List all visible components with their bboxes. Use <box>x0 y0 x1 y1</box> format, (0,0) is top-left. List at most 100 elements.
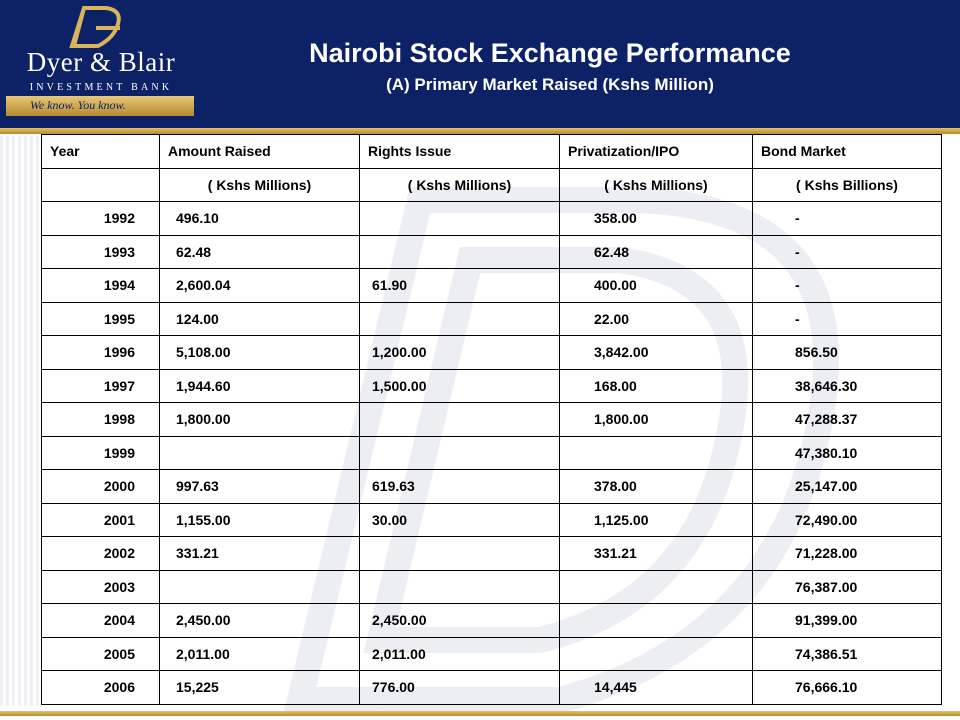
cell-amount-raised: 2,600.04 <box>159 268 360 303</box>
page-title: Nairobi Stock Exchange Performance <box>309 38 791 68</box>
cell-amount-raised: 124.00 <box>159 301 360 336</box>
units-row: ( Kshs Millions)( Kshs Millions)( Kshs M… <box>41 167 942 202</box>
cell-rights-issue: 1,200.00 <box>359 335 560 370</box>
cell-amount-raised: 2,450.00 <box>159 603 360 638</box>
cell-year: 2006 <box>41 670 160 705</box>
cell-rights-issue <box>359 201 560 236</box>
cell-year: 2005 <box>41 636 160 671</box>
header-rights-issue: Rights Issue <box>359 134 560 169</box>
cell-rights-issue <box>359 435 560 470</box>
dyer-blair-logo: Dyer & Blair INVESTMENT BANK We know. Yo… <box>0 0 200 128</box>
cell-amount-raised: 1,800.00 <box>159 402 360 437</box>
cell-bond-market: 47,380.10 <box>752 435 942 470</box>
cell-rights-issue: 776.00 <box>359 670 560 705</box>
table-row: 2001 1,155.00 30.00 1,125.00 72,490.00 <box>41 502 942 537</box>
cell-privatization-ipo <box>559 569 753 604</box>
cell-bond-market: - <box>752 268 942 303</box>
cell-privatization-ipo: 168.00 <box>559 368 753 403</box>
header-band: Dyer & Blair INVESTMENT BANK We know. Yo… <box>0 0 960 128</box>
cell-privatization-ipo: 400.00 <box>559 268 753 303</box>
side-stripes <box>0 136 42 706</box>
header-year: Year <box>41 134 160 169</box>
cell-bond-market: - <box>752 234 942 269</box>
cell-year: 1999 <box>41 435 160 470</box>
cell-rights-issue: 2,011.00 <box>359 636 560 671</box>
brand-subtitle: INVESTMENT BANK <box>29 82 173 93</box>
cell-year: 1995 <box>41 301 160 336</box>
table-row: 2002 331.21 331.21 71,228.00 <box>41 536 942 571</box>
unit-bond-market: ( Kshs Billions) <box>752 167 942 202</box>
cell-amount-raised <box>159 435 360 470</box>
table-row: 1997 1,944.60 1,500.00 168.00 38,646.30 <box>41 368 942 403</box>
cell-rights-issue <box>359 402 560 437</box>
cell-year: 1994 <box>41 268 160 303</box>
cell-year: 2000 <box>41 469 160 504</box>
cell-year: 2003 <box>41 569 160 604</box>
cell-rights-issue: 61.90 <box>359 268 560 303</box>
cell-privatization-ipo: 14,445 <box>559 670 753 705</box>
table-row: 1998 1,800.00 1,800.00 47,288.37 <box>41 402 942 437</box>
cell-bond-market: 91,399.00 <box>752 603 942 638</box>
cell-bond-market: 72,490.00 <box>752 502 942 537</box>
header-row: Year Amount Raised Rights Issue Privatizati… <box>41 134 942 169</box>
cell-bond-market: 76,387.00 <box>752 569 942 604</box>
cell-bond-market: 71,228.00 <box>752 536 942 571</box>
table-row: 2000 997.63 619.63 378.00 25,147.00 <box>41 469 942 504</box>
performance-table: Year Amount Raised Rights Issue Privatizati… <box>41 134 942 705</box>
cell-year: 1997 <box>41 368 160 403</box>
table-row: 1992 496.10 358.00- <box>41 201 942 236</box>
db-monogram-icon <box>69 6 121 48</box>
cell-bond-market: - <box>752 201 942 236</box>
cell-privatization-ipo: 1,125.00 <box>559 502 753 537</box>
cell-privatization-ipo <box>559 603 753 638</box>
header-privatization-ipo: Privatization/IPO <box>559 134 753 169</box>
cell-bond-market: 47,288.37 <box>752 402 942 437</box>
cell-amount-raised: 331.21 <box>159 536 360 571</box>
cell-rights-issue: 2,450.00 <box>359 603 560 638</box>
cell-privatization-ipo: 331.21 <box>559 536 753 571</box>
cell-rights-issue: 619.63 <box>359 469 560 504</box>
table-row: 1996 5,108.00 1,200.00 3,842.00 856.50 <box>41 335 942 370</box>
cell-rights-issue: 1,500.00 <box>359 368 560 403</box>
cell-rights-issue <box>359 301 560 336</box>
header-amount-raised: Amount Raised <box>159 134 360 169</box>
table-row: 1993 62.48 62.48- <box>41 234 942 269</box>
cell-privatization-ipo: 22.00 <box>559 301 753 336</box>
table-row: 2006 15,225 776.00 14,445 76,666.10 <box>41 670 942 705</box>
cell-privatization-ipo <box>559 636 753 671</box>
cell-amount-raised: 1,155.00 <box>159 502 360 537</box>
brand-slogan: We know. You know. <box>30 98 126 112</box>
cell-amount-raised: 1,944.60 <box>159 368 360 403</box>
cell-privatization-ipo: 358.00 <box>559 201 753 236</box>
cell-year: 2001 <box>41 502 160 537</box>
bottom-gold-rule <box>0 711 960 716</box>
cell-amount-raised: 496.10 <box>159 201 360 236</box>
cell-amount-raised <box>159 569 360 604</box>
unit-amount-raised: ( Kshs Millions) <box>159 167 360 202</box>
cell-privatization-ipo: 1,800.00 <box>559 402 753 437</box>
table-row: 1994 2,600.04 61.90 400.00- <box>41 268 942 303</box>
slogan-bar <box>6 96 194 116</box>
cell-amount-raised: 997.63 <box>159 469 360 504</box>
cell-privatization-ipo: 378.00 <box>559 469 753 504</box>
cell-amount-raised: 2,011.00 <box>159 636 360 671</box>
gold-divider <box>0 128 960 134</box>
cell-privatization-ipo: 62.48 <box>559 234 753 269</box>
cell-amount-raised: 15,225 <box>159 670 360 705</box>
table-row: 1999 47,380.10 <box>41 435 942 470</box>
cell-year: 1992 <box>41 201 160 236</box>
cell-bond-market: 25,147.00 <box>752 469 942 504</box>
cell-rights-issue <box>359 569 560 604</box>
table-row: 2005 2,011.00 2,011.00 74,386.51 <box>41 636 942 671</box>
cell-rights-issue: 30.00 <box>359 502 560 537</box>
cell-privatization-ipo <box>559 435 753 470</box>
cell-amount-raised: 62.48 <box>159 234 360 269</box>
cell-rights-issue <box>359 536 560 571</box>
cell-bond-market: 76,666.10 <box>752 670 942 705</box>
table-row: 2004 2,450.00 2,450.00 91,399.00 <box>41 603 942 638</box>
cell-year: 2004 <box>41 603 160 638</box>
cell-rights-issue <box>359 234 560 269</box>
table-row: 1995 124.00 22.00- <box>41 301 942 336</box>
unit-year <box>41 167 160 202</box>
unit-privatization-ipo: ( Kshs Millions) <box>559 167 753 202</box>
